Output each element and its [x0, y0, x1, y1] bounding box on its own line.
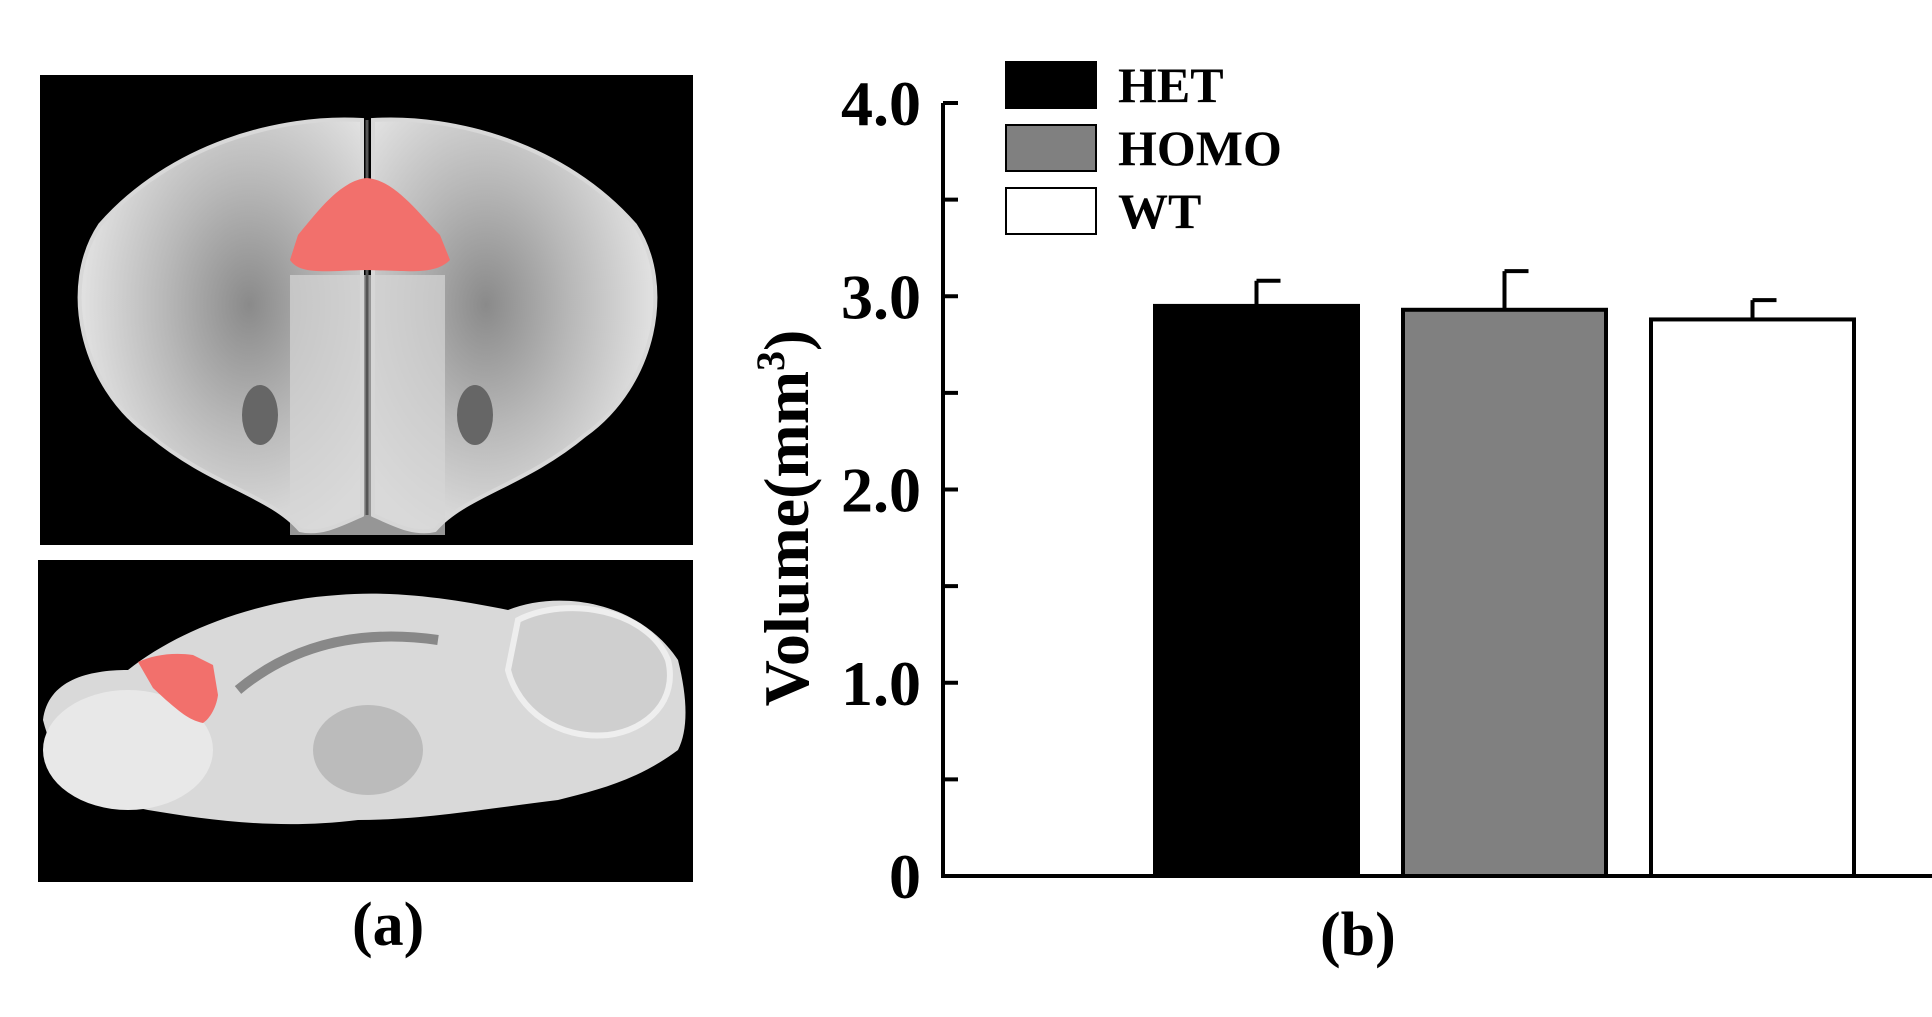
bar-wt — [1649, 317, 1856, 878]
legend-label: HOMO — [1118, 120, 1282, 176]
sagittal-highlight-region — [138, 653, 218, 723]
bar-het — [1153, 303, 1360, 879]
chart-bars — [1153, 269, 1856, 879]
coronal-brain-image — [40, 75, 693, 545]
coronal-highlight-region — [290, 178, 450, 272]
panel-a-label: (a) — [352, 891, 425, 959]
panel-b-label: (b) — [1320, 901, 1396, 969]
legend-label: HET — [1118, 57, 1224, 113]
y-tick-label: 1.0 — [841, 648, 921, 719]
chart-legend: HET HOMO WT — [1005, 57, 1282, 239]
y-tick-label: 0 — [889, 841, 921, 912]
legend-swatch — [1005, 61, 1097, 109]
y-axis-label-close: ) — [751, 330, 822, 351]
y-tick-label: 4.0 — [841, 68, 921, 139]
y-axis-label: Volume(mm3) — [748, 330, 822, 707]
legend-swatch — [1005, 187, 1097, 235]
sagittal-brain-image — [38, 560, 693, 882]
y-tick-label: 2.0 — [841, 455, 921, 526]
y-axis-label-main: Volume(mm — [751, 371, 822, 706]
y-axis-label-sup: 3 — [748, 351, 793, 371]
y-tick-label: 3.0 — [841, 261, 921, 332]
legend-label: WT — [1118, 183, 1201, 239]
legend-swatch — [1005, 124, 1097, 172]
bar-homo — [1401, 307, 1608, 878]
